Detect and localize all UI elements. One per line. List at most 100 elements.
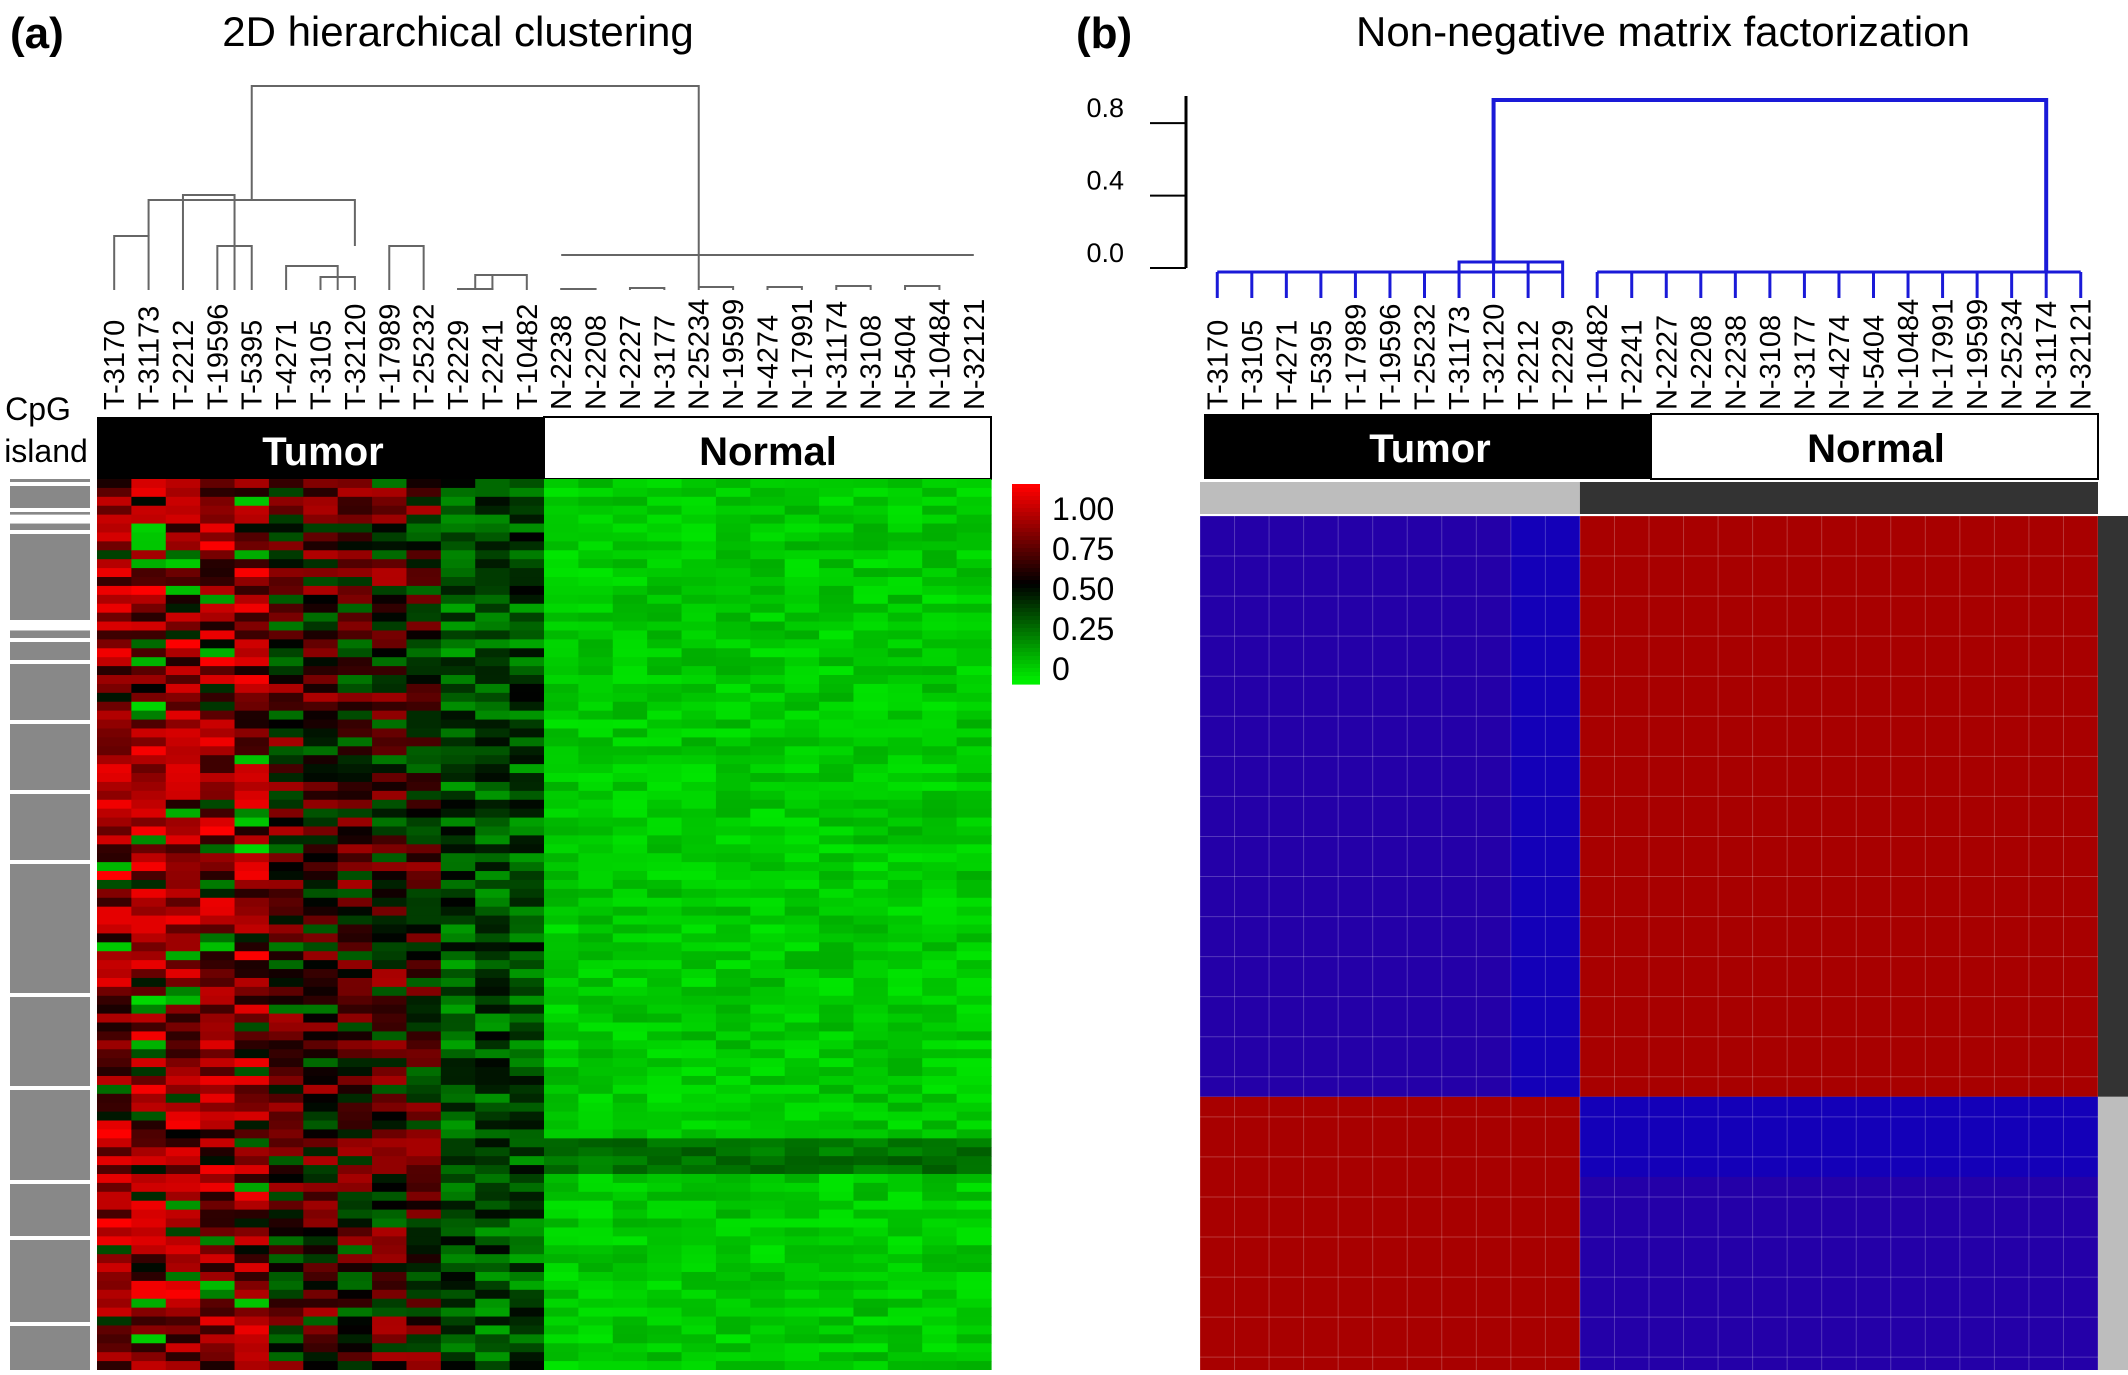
color-scale-swatch xyxy=(1012,520,1040,525)
heatmap-cell xyxy=(647,541,683,551)
heatmap-cell xyxy=(956,1058,992,1068)
heatmap-cell xyxy=(475,692,511,703)
heatmap-cell xyxy=(131,986,167,997)
heatmap-cell xyxy=(784,675,820,685)
heatmap-cell xyxy=(750,683,786,694)
heatmap-cell xyxy=(819,630,855,640)
heatmap-cell xyxy=(440,1191,476,1202)
heatmap-cell xyxy=(475,1173,511,1184)
heatmap-cell xyxy=(956,1129,992,1139)
heatmap-cell xyxy=(612,559,648,569)
heatmap-cell xyxy=(440,888,476,899)
heatmap-cell xyxy=(337,1067,373,1077)
heatmap-cell xyxy=(715,746,751,756)
heatmap-cell xyxy=(784,1316,820,1327)
heatmap-cell xyxy=(544,826,579,836)
heatmap-cell xyxy=(165,710,201,721)
heatmap-cell xyxy=(406,1245,442,1255)
heatmap-cell xyxy=(337,1334,373,1344)
heatmap-cell xyxy=(509,541,545,551)
heatmap-cell xyxy=(715,1343,751,1353)
heatmap-cell xyxy=(337,1111,373,1122)
heatmap-cell xyxy=(544,977,579,988)
heatmap-cell xyxy=(509,951,545,961)
heatmap-cell xyxy=(681,951,717,961)
heatmap-cell xyxy=(509,1280,545,1291)
heatmap-cell xyxy=(819,1236,855,1246)
heatmap-cell xyxy=(475,1263,511,1273)
heatmap-cell xyxy=(303,924,339,935)
heatmap-cell xyxy=(131,1013,167,1024)
heatmap-cell xyxy=(303,1013,339,1024)
heatmap-cell xyxy=(200,995,236,1006)
heatmap-cell xyxy=(165,487,201,498)
heatmap-cell xyxy=(544,924,579,935)
heatmap-cell xyxy=(544,639,579,649)
heatmap-cell xyxy=(165,1058,201,1068)
heatmap-cell xyxy=(887,1093,923,1104)
heatmap-cell xyxy=(887,666,923,676)
heatmap-cell xyxy=(715,960,751,970)
heatmap-cell xyxy=(165,496,201,507)
heatmap-cell xyxy=(165,1280,201,1291)
heatmap-cell xyxy=(303,612,339,623)
heatmap-cell xyxy=(956,1120,992,1131)
heatmap-cell xyxy=(165,844,201,854)
heatmap-cell xyxy=(784,568,820,578)
heatmap-cell xyxy=(97,924,132,935)
heatmap-cell xyxy=(234,657,270,667)
heatmap-cell xyxy=(97,719,132,730)
heatmap-cell xyxy=(303,942,339,952)
heatmap-cell xyxy=(887,1245,923,1255)
heatmap-cell xyxy=(268,781,304,792)
heatmap-cell xyxy=(372,550,408,560)
heatmap-cell xyxy=(131,1298,167,1309)
heatmap-cell xyxy=(784,942,820,952)
heatmap-cell xyxy=(715,1236,751,1246)
heatmap-cell xyxy=(887,1218,923,1229)
heatmap-cell xyxy=(819,1245,855,1255)
heatmap-cell xyxy=(303,1058,339,1068)
heatmap-cell xyxy=(406,1031,442,1041)
heatmap-cell xyxy=(234,1361,270,1371)
heatmap-cell xyxy=(440,790,476,801)
heatmap-cell xyxy=(509,1165,545,1175)
heatmap-cell xyxy=(750,603,786,614)
heatmap-cell xyxy=(97,1173,132,1184)
heatmap-cell xyxy=(268,657,304,667)
heatmap-cell xyxy=(131,1218,167,1229)
heatmap-cell xyxy=(234,630,270,640)
heatmap-cell xyxy=(475,844,511,854)
heatmap-cell xyxy=(853,862,889,872)
heatmap-cell xyxy=(887,692,923,703)
heatmap-cell xyxy=(887,799,923,810)
heatmap-cell xyxy=(509,1334,545,1344)
heatmap-cell xyxy=(715,1298,751,1309)
cpg-island-gap xyxy=(10,638,90,642)
heatmap-cell xyxy=(440,1093,476,1104)
heatmap-cell xyxy=(956,1361,992,1371)
heatmap-cell xyxy=(784,692,820,703)
heatmap-cell xyxy=(819,1280,855,1291)
heatmap-cell xyxy=(303,1209,339,1220)
heatmap-cell xyxy=(750,817,786,828)
heatmap-cell xyxy=(578,790,614,801)
heatmap-cell xyxy=(647,1120,683,1131)
heatmap-cell xyxy=(337,1165,373,1175)
heatmap-cell xyxy=(131,781,167,792)
heatmap-cell xyxy=(337,755,373,765)
heatmap-cell xyxy=(475,871,511,881)
heatmap-cell xyxy=(819,826,855,836)
heatmap-cell xyxy=(440,924,476,935)
heatmap-cell xyxy=(131,1165,167,1175)
heatmap-cell xyxy=(612,1200,648,1211)
heatmap-cell xyxy=(922,1361,958,1371)
heatmap-cell xyxy=(337,1218,373,1229)
heatmap-cell xyxy=(612,1022,648,1033)
heatmap-cell xyxy=(234,871,270,881)
heatmap-cell xyxy=(887,977,923,988)
heatmap-cell xyxy=(475,1325,511,1335)
heatmap-cell xyxy=(337,1075,373,1086)
dendrogram-branch-a xyxy=(285,265,339,290)
heatmap-cell xyxy=(268,532,304,542)
